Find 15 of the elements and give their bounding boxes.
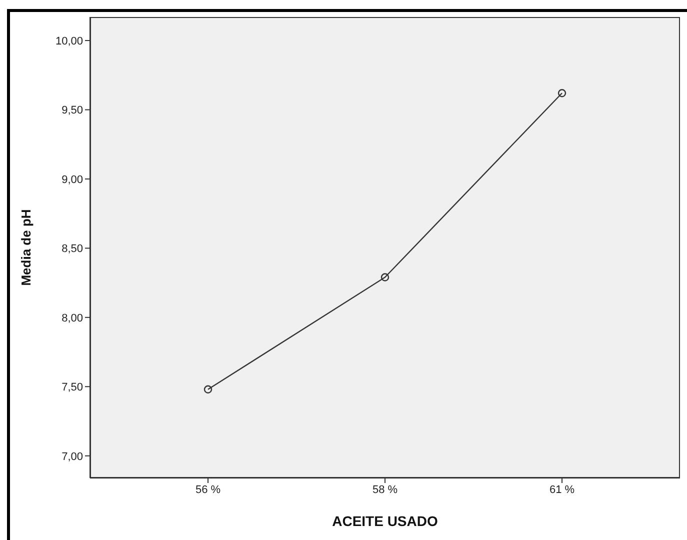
y-tick-label: 8,00	[62, 312, 83, 324]
y-tick-label: 9,50	[62, 104, 83, 117]
x-tick-label: 56 %	[195, 484, 221, 496]
y-tick-label: 7,50	[62, 382, 83, 394]
x-tick-label: 61 %	[549, 484, 575, 496]
x-axis-title: ACEITE USADO	[332, 513, 438, 529]
y-tick-label: 10,00	[55, 35, 83, 48]
point	[380, 273, 390, 282]
y-tick-label: 8,50	[62, 243, 83, 256]
x-tick-label: 58 %	[372, 484, 398, 496]
point	[204, 385, 212, 394]
point	[558, 89, 566, 98]
y-tick-label: 9,00	[62, 174, 83, 186]
y-tick-label: 7,00	[62, 450, 83, 463]
y-axis-title: Media de pH	[18, 209, 34, 286]
